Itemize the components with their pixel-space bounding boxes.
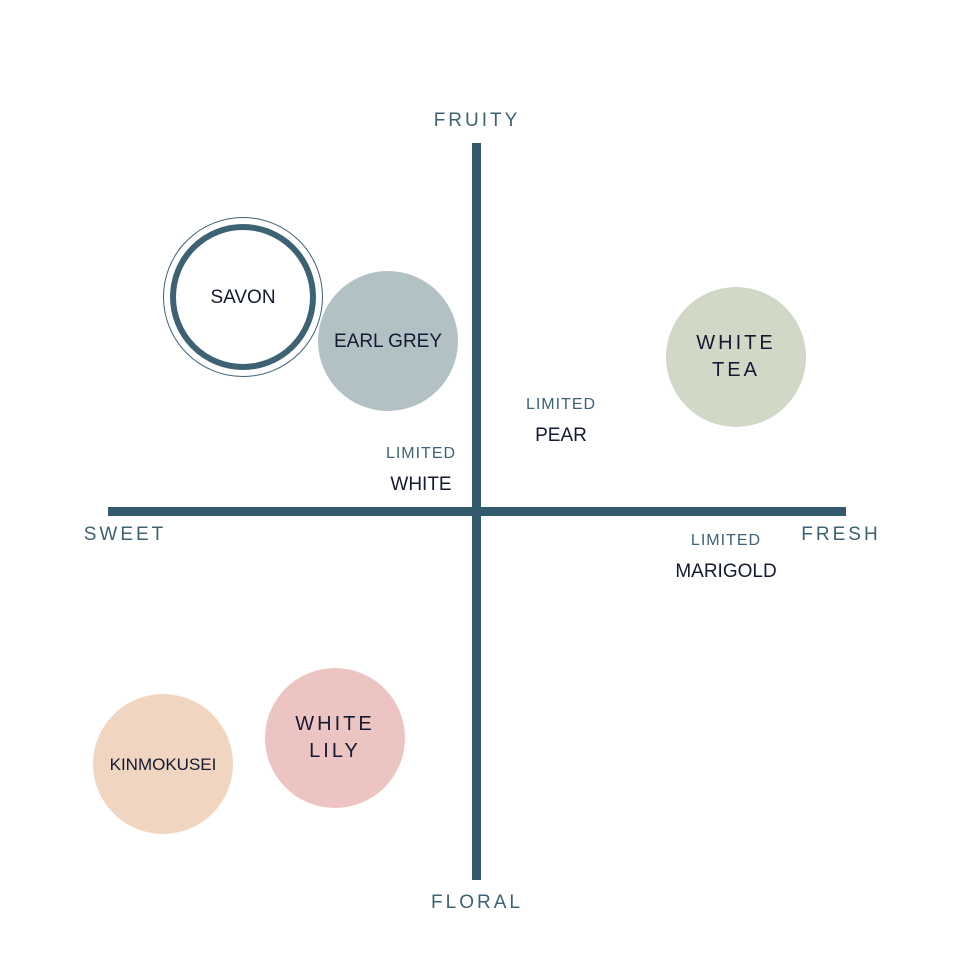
limited-name: PEAR <box>535 425 587 446</box>
bubble-white-tea: WHITE TEA <box>666 287 806 427</box>
bubble-label-line1: WHITE <box>295 713 375 735</box>
bubble-earl-grey: EARL GREY <box>318 271 458 411</box>
axis-label-fruity: FRUITY <box>433 110 521 131</box>
limited-tag: LIMITED <box>525 396 597 413</box>
limited-name: WHITE <box>390 474 452 495</box>
bubble-savon: SAVON <box>170 224 316 370</box>
bubble-label: KINMOKUSEI <box>109 754 217 774</box>
bubble-label: EARL GREY <box>333 330 443 352</box>
axis-label-floral: FLORAL <box>431 892 523 913</box>
bubble-white-lily: WHITE LILY <box>265 668 405 808</box>
limited-marigold: LIMITED MARIGOLD <box>675 531 776 587</box>
bubble-label-line1: WHITE <box>696 332 776 354</box>
limited-tag: LIMITED <box>385 445 457 462</box>
axis-label-fresh: FRESH <box>801 524 881 545</box>
bubble-label-line2: TEA <box>712 359 760 381</box>
bubble-kinmokusei: KINMOKUSEI <box>93 694 233 834</box>
bubble-label: SAVON <box>210 286 276 308</box>
limited-name: MARIGOLD <box>675 561 777 582</box>
bubble-label-line2: LILY <box>309 740 361 762</box>
horizontal-axis <box>108 507 846 516</box>
savon-outer-ring <box>163 217 323 377</box>
limited-tag: LIMITED <box>690 532 762 549</box>
limited-white: LIMITED WHITE <box>386 444 456 500</box>
axis-label-sweet: SWEET <box>83 524 167 545</box>
limited-pear: LIMITED PEAR <box>526 395 596 451</box>
